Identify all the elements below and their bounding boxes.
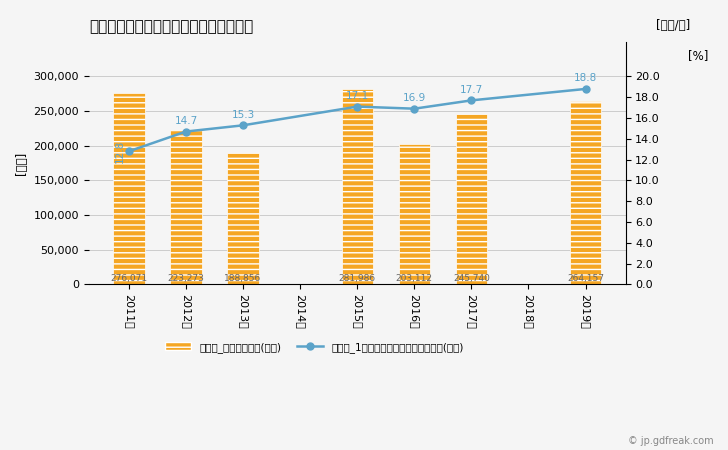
Text: 245,740: 245,740 xyxy=(453,274,490,284)
Bar xyxy=(341,89,373,284)
Text: [%]: [%] xyxy=(689,49,709,62)
Y-axis label: [万円]: [万円] xyxy=(15,152,28,175)
Text: 16.9: 16.9 xyxy=(403,93,426,103)
Text: 17.1: 17.1 xyxy=(346,91,369,101)
Text: © jp.gdfreak.com: © jp.gdfreak.com xyxy=(628,436,713,446)
Text: 18.8: 18.8 xyxy=(574,73,597,83)
Bar xyxy=(227,153,258,284)
Bar xyxy=(399,144,430,284)
Text: 264,157: 264,157 xyxy=(567,274,604,284)
Bar xyxy=(113,93,145,284)
Bar xyxy=(456,114,487,284)
Text: [万円/㎡]: [万円/㎡] xyxy=(656,19,690,32)
Legend: 住宅用_工事費予定額(左軸), 住宅用_1平米当たり平均工事費予定額(右軸): 住宅用_工事費予定額(左軸), 住宅用_1平米当たり平均工事費予定額(右軸) xyxy=(161,338,468,357)
Text: 203,112: 203,112 xyxy=(396,274,433,284)
Text: 14.7: 14.7 xyxy=(174,116,197,126)
Text: 15.3: 15.3 xyxy=(232,110,255,120)
Text: 223,273: 223,273 xyxy=(167,274,205,284)
Text: 17.7: 17.7 xyxy=(460,85,483,94)
Bar xyxy=(570,101,601,284)
Text: 188,856: 188,856 xyxy=(224,274,261,284)
Text: 281,986: 281,986 xyxy=(339,274,376,284)
Text: 12.8: 12.8 xyxy=(115,140,125,163)
Bar xyxy=(170,130,202,284)
Text: 276,071: 276,071 xyxy=(111,274,148,284)
Text: 住宅用建築物の工事費予定額合計の推移: 住宅用建築物の工事費予定額合計の推移 xyxy=(89,19,253,34)
